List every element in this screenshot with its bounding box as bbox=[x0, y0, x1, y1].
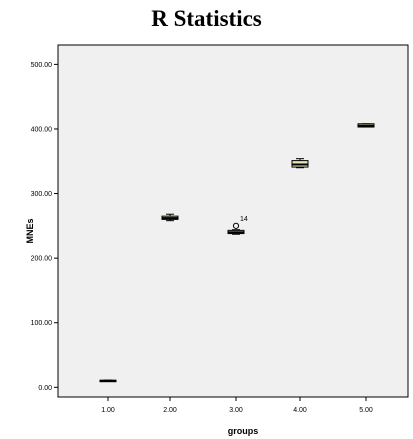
y-tick-label: 200.00 bbox=[31, 256, 53, 263]
outlier-label: 14 bbox=[240, 216, 248, 223]
box-series: 14 bbox=[99, 123, 375, 383]
box-3.00 bbox=[227, 229, 245, 235]
box-2.00 bbox=[161, 213, 179, 222]
x-tick-label: 2.00 bbox=[163, 407, 177, 414]
x-axis: 1.00 2.00 3.00 4.00 5.00 bbox=[101, 397, 373, 414]
chart-title: R Statistics bbox=[151, 6, 262, 31]
y-axis-title: MNEs bbox=[25, 218, 35, 243]
x-axis-title: groups bbox=[228, 426, 259, 436]
x-tick-label: 5.00 bbox=[359, 407, 373, 414]
box-4.00 bbox=[291, 158, 309, 169]
y-tick-label: 500.00 bbox=[31, 62, 53, 69]
outlier-point bbox=[232, 222, 240, 229]
x-tick-label: 1.00 bbox=[101, 407, 115, 414]
y-tick-label: 0.00 bbox=[38, 385, 52, 392]
box-1.00 bbox=[99, 379, 117, 383]
y-tick-label: 400.00 bbox=[31, 126, 53, 133]
x-tick-label: 4.00 bbox=[293, 407, 307, 414]
y-axis: 0.00 100.00 200.00 300.00 400.00 500.00 bbox=[31, 62, 58, 392]
x-tick-label: 3.00 bbox=[229, 407, 243, 414]
plot-area bbox=[57, 44, 409, 398]
y-tick-label: 100.00 bbox=[31, 320, 53, 327]
box-5.00 bbox=[357, 123, 375, 128]
y-tick-label: 300.00 bbox=[31, 191, 53, 198]
